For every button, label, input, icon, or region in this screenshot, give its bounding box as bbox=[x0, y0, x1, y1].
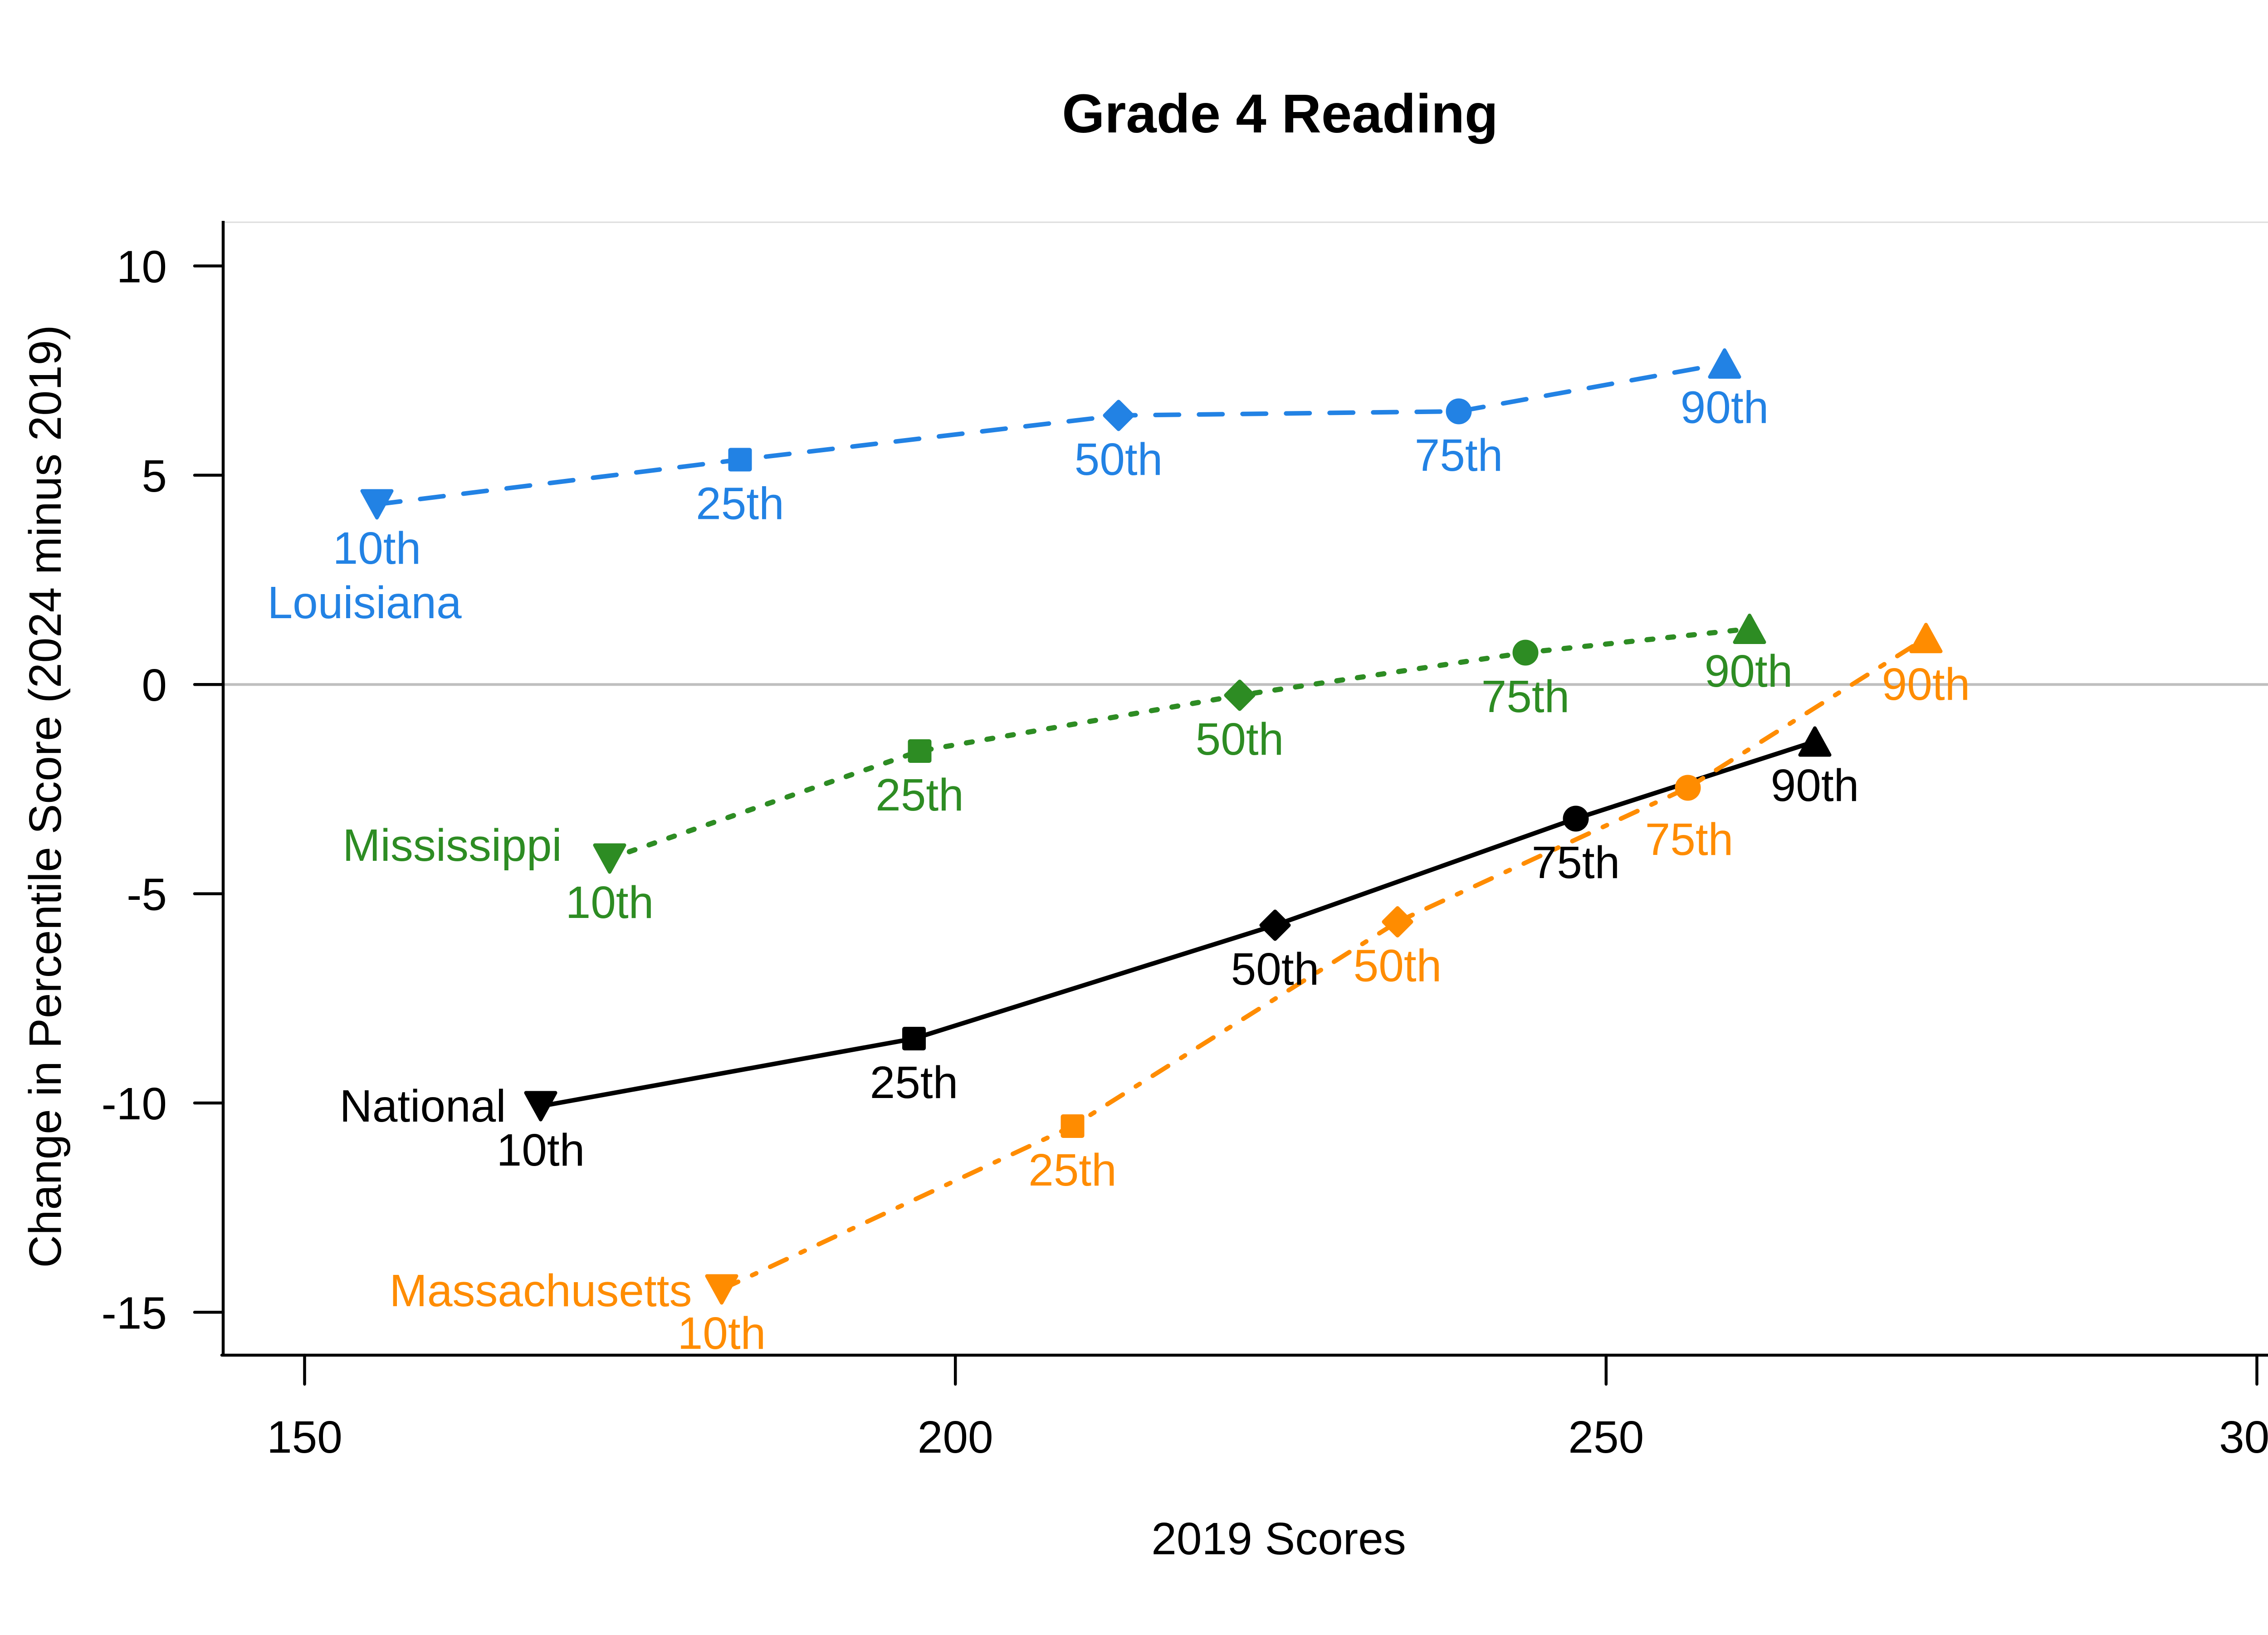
svg-text:25th: 25th bbox=[870, 1057, 958, 1108]
svg-text:25th: 25th bbox=[875, 770, 964, 820]
svg-text:-5: -5 bbox=[127, 869, 167, 920]
svg-text:0: 0 bbox=[142, 660, 167, 711]
svg-text:75th: 75th bbox=[1481, 671, 1570, 722]
svg-text:10th: 10th bbox=[333, 523, 421, 574]
svg-text:90th: 90th bbox=[1705, 646, 1793, 697]
svg-text:25th: 25th bbox=[696, 478, 784, 529]
svg-text:250: 250 bbox=[1568, 1412, 1644, 1463]
svg-text:Mississippi: Mississippi bbox=[342, 820, 562, 871]
svg-text:200: 200 bbox=[918, 1412, 993, 1463]
svg-text:5: 5 bbox=[142, 451, 167, 502]
svg-text:-10: -10 bbox=[101, 1079, 167, 1129]
svg-text:50th: 50th bbox=[1231, 944, 1320, 995]
svg-text:150: 150 bbox=[267, 1412, 342, 1463]
svg-text:10: 10 bbox=[117, 241, 167, 292]
svg-text:Change in Percentile Score (20: Change in Percentile Score (2024 minus 2… bbox=[20, 325, 71, 1268]
svg-text:50th: 50th bbox=[1075, 434, 1163, 485]
svg-text:Grade 4 Reading: Grade 4 Reading bbox=[1062, 83, 1498, 144]
svg-text:300: 300 bbox=[2219, 1412, 2268, 1463]
svg-text:90th: 90th bbox=[1771, 760, 1859, 811]
svg-text:25th: 25th bbox=[1028, 1145, 1117, 1196]
svg-text:50th: 50th bbox=[1196, 714, 1284, 765]
svg-text:10th: 10th bbox=[566, 877, 654, 928]
svg-text:75th: 75th bbox=[1645, 814, 1734, 865]
svg-text:Louisiana: Louisiana bbox=[268, 577, 462, 628]
svg-text:10th: 10th bbox=[497, 1125, 585, 1176]
svg-text:75th: 75th bbox=[1532, 837, 1620, 888]
svg-text:90th: 90th bbox=[1681, 382, 1769, 433]
svg-text:75th: 75th bbox=[1415, 430, 1503, 481]
svg-text:90th: 90th bbox=[1882, 659, 1970, 710]
svg-text:10th: 10th bbox=[678, 1308, 766, 1359]
svg-text:50th: 50th bbox=[1354, 941, 1442, 991]
svg-text:2019 Scores: 2019 Scores bbox=[1151, 1513, 1406, 1564]
svg-text:Massachusetts: Massachusetts bbox=[390, 1265, 692, 1316]
svg-text:-15: -15 bbox=[101, 1288, 167, 1338]
svg-text:National: National bbox=[340, 1081, 506, 1132]
